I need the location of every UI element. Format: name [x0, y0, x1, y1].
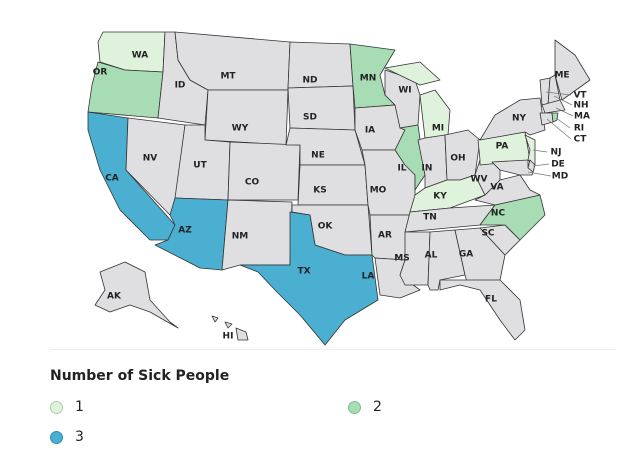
state-co[interactable] [227, 141, 301, 201]
state-label-md: MD [552, 172, 568, 182]
legend-label: 1 [75, 399, 84, 415]
state-label-ga: GA [459, 250, 473, 260]
state-label-tx: TX [297, 267, 310, 277]
state-label-ia: IA [365, 126, 375, 136]
state-label-sc: SC [481, 229, 494, 239]
state-label-me: ME [554, 71, 569, 81]
state-label-nh: NH [573, 101, 588, 111]
state-label-la: LA [362, 272, 375, 282]
state-label-mt: MT [220, 72, 236, 82]
state-label-de: DE [551, 160, 565, 170]
legend-swatch [348, 400, 361, 414]
state-label-mo: MO [370, 186, 387, 196]
state-label-az: AZ [178, 226, 192, 236]
leader-line [555, 117, 571, 129]
leader-line [532, 163, 550, 167]
state-label-ks: KS [313, 186, 326, 196]
legend-swatch [50, 400, 63, 414]
state-label-va: VA [490, 183, 503, 193]
state-label-id: ID [175, 81, 186, 91]
state-label-sd: SD [303, 113, 317, 123]
legend-label: 3 [75, 429, 84, 445]
state-hi[interactable] [211, 315, 249, 341]
state-label-ar: AR [378, 231, 392, 241]
state-ct[interactable] [539, 112, 554, 126]
state-label-wa: WA [132, 51, 149, 61]
state-label-nm: NM [232, 232, 249, 242]
leader-line [532, 149, 548, 153]
state-tx[interactable] [239, 211, 379, 346]
state-label-nd: ND [302, 76, 317, 86]
legend-label: 2 [373, 399, 382, 415]
state-label-oh: OH [450, 154, 465, 164]
state-label-vt: VT [573, 91, 587, 101]
leader-line [527, 171, 552, 177]
state-label-nj: NJ [551, 148, 562, 158]
divider [50, 349, 615, 350]
state-sd[interactable] [287, 85, 356, 131]
state-nd[interactable] [287, 41, 354, 89]
legend-title: Number of Sick People [50, 368, 230, 384]
state-label-ky: KY [433, 192, 447, 202]
state-label-tn: TN [423, 213, 437, 223]
state-mi[interactable] [384, 61, 451, 139]
leader-line [553, 95, 573, 106]
state-label-ms: MS [394, 254, 409, 264]
state-label-wi: WI [398, 86, 411, 96]
state-label-wv: WV [471, 175, 488, 185]
legend-item-1: 1 [50, 399, 84, 415]
state-label-mn: MN [360, 74, 377, 84]
state-label-hi: HI [223, 332, 234, 342]
state-label-ak: AK [107, 292, 122, 302]
state-ak[interactable] [94, 261, 179, 329]
state-label-ct: CT [574, 135, 588, 145]
state-label-mi: MI [432, 124, 444, 134]
state-wy[interactable] [204, 89, 289, 146]
state-label-nc: NC [491, 209, 506, 219]
state-label-ok: OK [318, 222, 334, 232]
state-me[interactable] [554, 39, 591, 101]
leader-line [555, 107, 574, 117]
state-in[interactable] [417, 134, 448, 189]
state-label-nv: NV [143, 154, 158, 164]
state-label-ma: MA [574, 112, 590, 122]
state-label-ri: RI [574, 124, 584, 134]
state-label-ne: NE [311, 151, 325, 161]
us-map: WA OR CA NV ID MT WY UT AZ CO NM ND SD NE KS OK TX MN IA MO… [87, 31, 591, 346]
state-fl[interactable] [439, 279, 526, 341]
leader-line [546, 118, 572, 140]
state-label-fl: FL [485, 295, 497, 305]
legend-item-2: 2 [348, 399, 382, 415]
state-md[interactable] [491, 159, 534, 176]
state-label-ca: CA [105, 174, 119, 184]
state-label-co: CO [245, 178, 260, 188]
state-label-il: IL [397, 164, 406, 174]
state-label-pa: PA [496, 142, 509, 152]
leader-line [545, 91, 572, 96]
legend-item-3: 3 [50, 429, 84, 445]
state-label-ut: UT [193, 161, 207, 171]
state-ks[interactable] [297, 164, 369, 206]
legend-swatch [50, 430, 63, 444]
state-ri[interactable] [551, 112, 559, 123]
state-label-wy: WY [232, 124, 249, 134]
state-label-or: OR [93, 68, 108, 78]
state-label-al: AL [425, 251, 438, 261]
state-label-ny: NY [512, 114, 527, 124]
state-label-in: IN [422, 164, 433, 174]
